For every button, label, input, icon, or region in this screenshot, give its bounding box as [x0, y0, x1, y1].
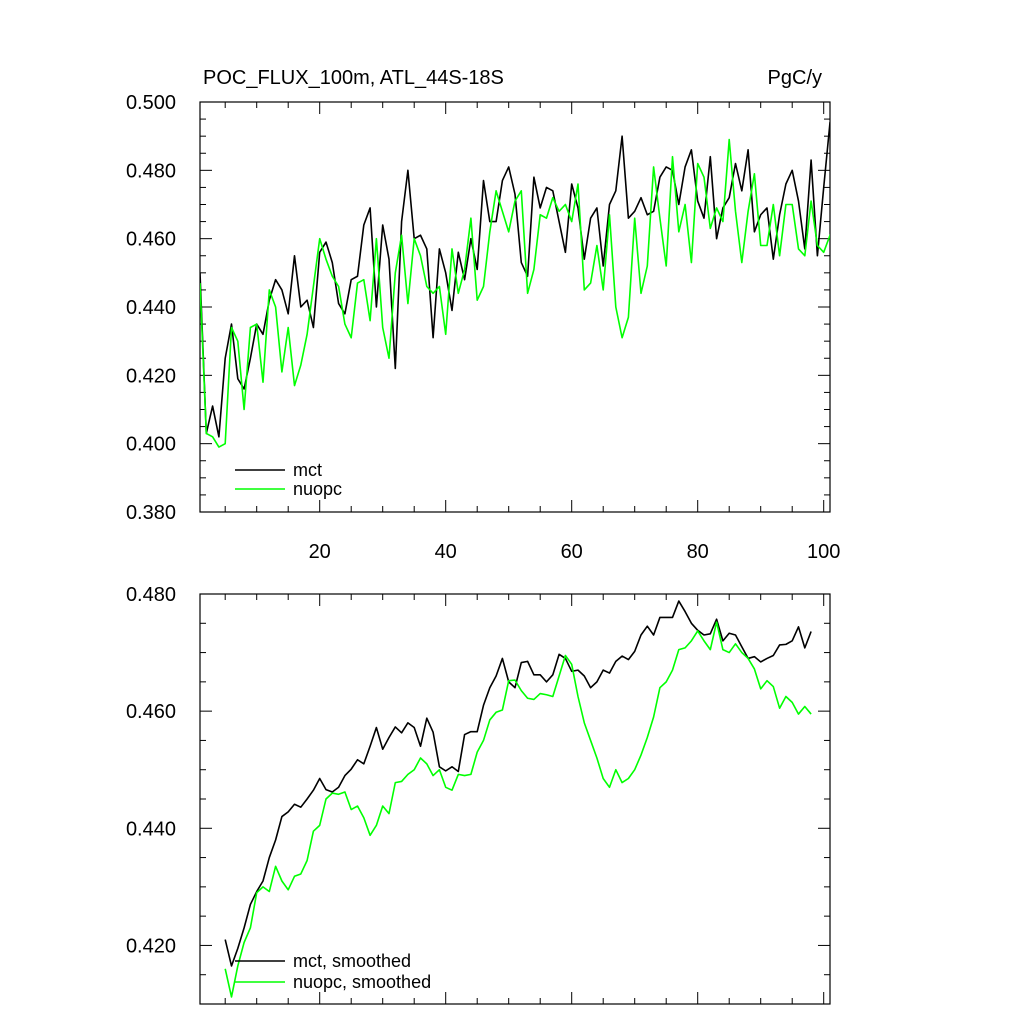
- x-tick-label: 60: [561, 541, 583, 563]
- y-tick-label: 0.480: [126, 160, 176, 182]
- y-tick-label: 0.420: [126, 365, 176, 387]
- series-line-nuopc: [200, 138, 830, 448]
- units-label: PgC/y: [768, 67, 822, 89]
- bottom-panel: 0.420 0.440 0.460 0.480 mct, smoothednuopc, …: [126, 584, 831, 1005]
- legend-label: nuopc, smoothed: [293, 972, 431, 992]
- y-tick-label: 0.440: [126, 818, 176, 840]
- x-tick-label: 20: [309, 541, 331, 563]
- y-tick-label: 0.480: [126, 584, 176, 606]
- y-tick-label: 0.420: [126, 935, 176, 957]
- series-line-mct-smoothed: [224, 600, 812, 967]
- y-tick-label: 0.380: [126, 502, 176, 524]
- chart-title: POC_FLUX_100m, ATL_44S-18S: [203, 67, 504, 89]
- y-tick-label: 0.400: [126, 434, 176, 456]
- legend-label: nuopc: [293, 479, 342, 499]
- y-tick-label: 0.460: [126, 701, 176, 723]
- x-tick-label: 40: [435, 541, 457, 563]
- top-panel: 20 40 60 80 100 0.380 0.400 0.420 0.440 0.460 0.48…: [126, 67, 840, 563]
- x-tick-label: 100: [807, 541, 840, 563]
- series-line-mct: [200, 121, 830, 438]
- series-line-nuopc-smoothed: [224, 621, 812, 998]
- y-tick-label: 0.460: [126, 229, 176, 251]
- legend-label: mct, smoothed: [293, 951, 411, 971]
- plot-frame: [199, 593, 831, 1005]
- x-tick-label: 80: [687, 541, 709, 563]
- y-tick-label: 0.500: [126, 92, 176, 114]
- y-tick-label: 0.440: [126, 297, 176, 319]
- legend-label: mct: [293, 460, 322, 480]
